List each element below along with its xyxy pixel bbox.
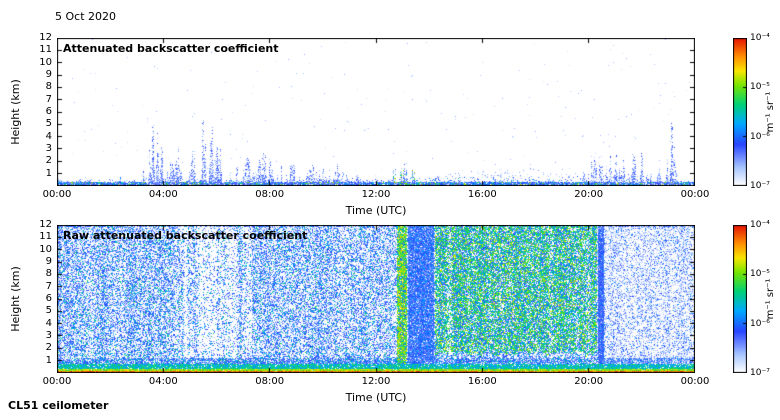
colorbar-canvas bbox=[733, 225, 747, 373]
attenuated-heatmap-canvas bbox=[57, 38, 695, 186]
y-tick-label: 10 bbox=[39, 243, 52, 255]
x-axis-label: Time (UTC) bbox=[345, 391, 407, 404]
x-tick-label: 00:00 bbox=[42, 376, 72, 387]
colorbar-unit-label: m⁻¹ sr⁻¹ bbox=[765, 91, 776, 133]
y-tick-label: 2 bbox=[45, 342, 52, 354]
y-tick-label: 11 bbox=[39, 44, 52, 56]
y-tick-label: 10 bbox=[39, 56, 52, 68]
y-tick-labels: 12 11 10 9 8 7 6 5 4 3 2 1 bbox=[28, 32, 52, 186]
x-tick-label: 12:00 bbox=[361, 376, 391, 387]
y-tick-label: 3 bbox=[45, 330, 52, 341]
colorbar-unit-label: m⁻¹ sr⁻¹ bbox=[765, 278, 776, 320]
y-tick-label: 7 bbox=[45, 93, 52, 105]
y-tick-label: 4 bbox=[45, 130, 52, 142]
panel-attenuated: Attenuated backscatter coefficient Heigh… bbox=[0, 32, 780, 228]
x-axis-label: Time (UTC) bbox=[345, 204, 407, 217]
instrument-label: CL51 ceilometer bbox=[8, 399, 109, 412]
y-tick-label: 12 bbox=[39, 32, 52, 43]
colorbar-tick-label: 10⁻⁵ bbox=[750, 82, 770, 93]
colorbar-tick-label: 10⁻⁶ bbox=[750, 131, 770, 142]
y-axis-label: Height (km) bbox=[9, 79, 22, 145]
y-tick-label: 8 bbox=[45, 81, 52, 93]
colorbar-tick-label: 10⁻⁷ bbox=[750, 181, 770, 191]
colorbar-tick-label: 10⁻⁷ bbox=[750, 368, 770, 378]
y-tick-label: 6 bbox=[45, 293, 52, 304]
y-tick-label: 5 bbox=[45, 305, 52, 317]
y-tick-label: 5 bbox=[45, 118, 52, 130]
colorbar-tick-labels: 10⁻⁴ 10⁻⁵ 10⁻⁶ 10⁻⁷ bbox=[750, 220, 778, 378]
y-tick-label: 2 bbox=[45, 155, 52, 167]
y-tick-label: 11 bbox=[39, 231, 52, 243]
y-tick-label: 1 bbox=[45, 167, 52, 179]
panel-raw: Raw attenuated backscatter coefficient H… bbox=[0, 219, 780, 415]
raw-heatmap-canvas bbox=[57, 225, 695, 373]
y-tick-label: 3 bbox=[45, 143, 52, 154]
y-tick-label: 9 bbox=[45, 69, 52, 80]
x-tick-label: 08:00 bbox=[255, 189, 285, 200]
x-tick-label: 08:00 bbox=[255, 376, 285, 387]
y-tick-label: 4 bbox=[45, 317, 52, 329]
x-tick-label: 04:00 bbox=[148, 376, 178, 387]
x-tick-labels: 00:00 04:00 08:00 12:00 16:00 20:00 00:00 bbox=[43, 376, 710, 390]
y-tick-label: 1 bbox=[45, 354, 52, 366]
date-label: 5 Oct 2020 bbox=[55, 10, 117, 23]
x-tick-label: 16:00 bbox=[467, 189, 497, 200]
x-tick-label: 20:00 bbox=[574, 376, 604, 387]
colorbar-canvas bbox=[733, 38, 747, 186]
y-tick-label: 12 bbox=[39, 219, 52, 230]
panel-title: Raw attenuated backscatter coefficient bbox=[63, 229, 308, 242]
colorbar-tick-label: 10⁻⁴ bbox=[750, 220, 770, 230]
x-tick-label: 16:00 bbox=[467, 376, 497, 387]
x-tick-label: 00:00 bbox=[680, 376, 710, 387]
x-tick-label: 00:00 bbox=[680, 189, 710, 200]
y-tick-label: 9 bbox=[45, 256, 52, 267]
colorbar-tick-labels: 10⁻⁴ 10⁻⁵ 10⁻⁶ 10⁻⁷ bbox=[750, 33, 778, 191]
x-tick-label: 12:00 bbox=[361, 189, 391, 200]
x-tick-labels: 00:00 04:00 08:00 12:00 16:00 20:00 00:00 bbox=[43, 189, 710, 203]
y-tick-labels: 12 11 10 9 8 7 6 5 4 3 2 1 bbox=[28, 219, 52, 373]
colorbar-tick-label: 10⁻⁶ bbox=[750, 318, 770, 329]
x-tick-label: 00:00 bbox=[42, 189, 72, 200]
colorbar-tick-label: 10⁻⁵ bbox=[750, 269, 770, 280]
y-tick-label: 6 bbox=[45, 106, 52, 117]
x-tick-label: 04:00 bbox=[148, 189, 178, 200]
y-tick-label: 8 bbox=[45, 268, 52, 280]
y-axis-label: Height (km) bbox=[9, 266, 22, 332]
colorbar-tick-label: 10⁻⁴ bbox=[750, 33, 770, 43]
y-tick-label: 7 bbox=[45, 280, 52, 292]
x-tick-label: 20:00 bbox=[574, 189, 604, 200]
panel-title: Attenuated backscatter coefficient bbox=[63, 42, 279, 55]
